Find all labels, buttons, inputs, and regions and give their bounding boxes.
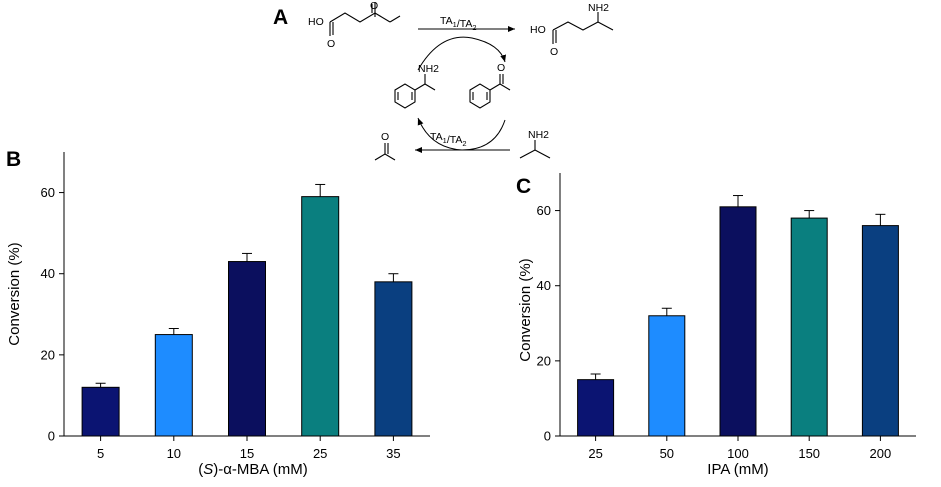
acetone-structure bbox=[374, 143, 396, 161]
nh2-ipa: NH2 bbox=[528, 129, 549, 141]
cycle-arc-top bbox=[417, 36, 507, 71]
ipa-structure bbox=[519, 140, 551, 159]
nh2-product: NH2 bbox=[588, 2, 609, 14]
carboxyl-o-left: O bbox=[327, 38, 335, 50]
aminopentanoic-acid-structure bbox=[552, 12, 614, 44]
enzyme-label-bottom: TA1/TA2 bbox=[430, 131, 467, 148]
enzyme-label-top-text: TA1/TA2 bbox=[440, 15, 477, 32]
acetone-o: O bbox=[381, 131, 389, 143]
carboxyl-ho-left: HO bbox=[308, 16, 324, 28]
carboxyl-ho-right: HO bbox=[530, 24, 546, 36]
enzyme-label-top: TA1/TA2 bbox=[440, 15, 477, 32]
acetophenone-o: O bbox=[497, 62, 505, 74]
mba-structure bbox=[394, 74, 436, 109]
carboxyl-o-right: O bbox=[550, 46, 558, 58]
nh2-mba: NH2 bbox=[418, 63, 439, 75]
ketone-o-left: O bbox=[370, 0, 378, 12]
levulinic-acid-structure bbox=[329, 2, 401, 36]
acetophenone-structure bbox=[469, 74, 511, 109]
panel-letter-a: A bbox=[273, 6, 288, 29]
